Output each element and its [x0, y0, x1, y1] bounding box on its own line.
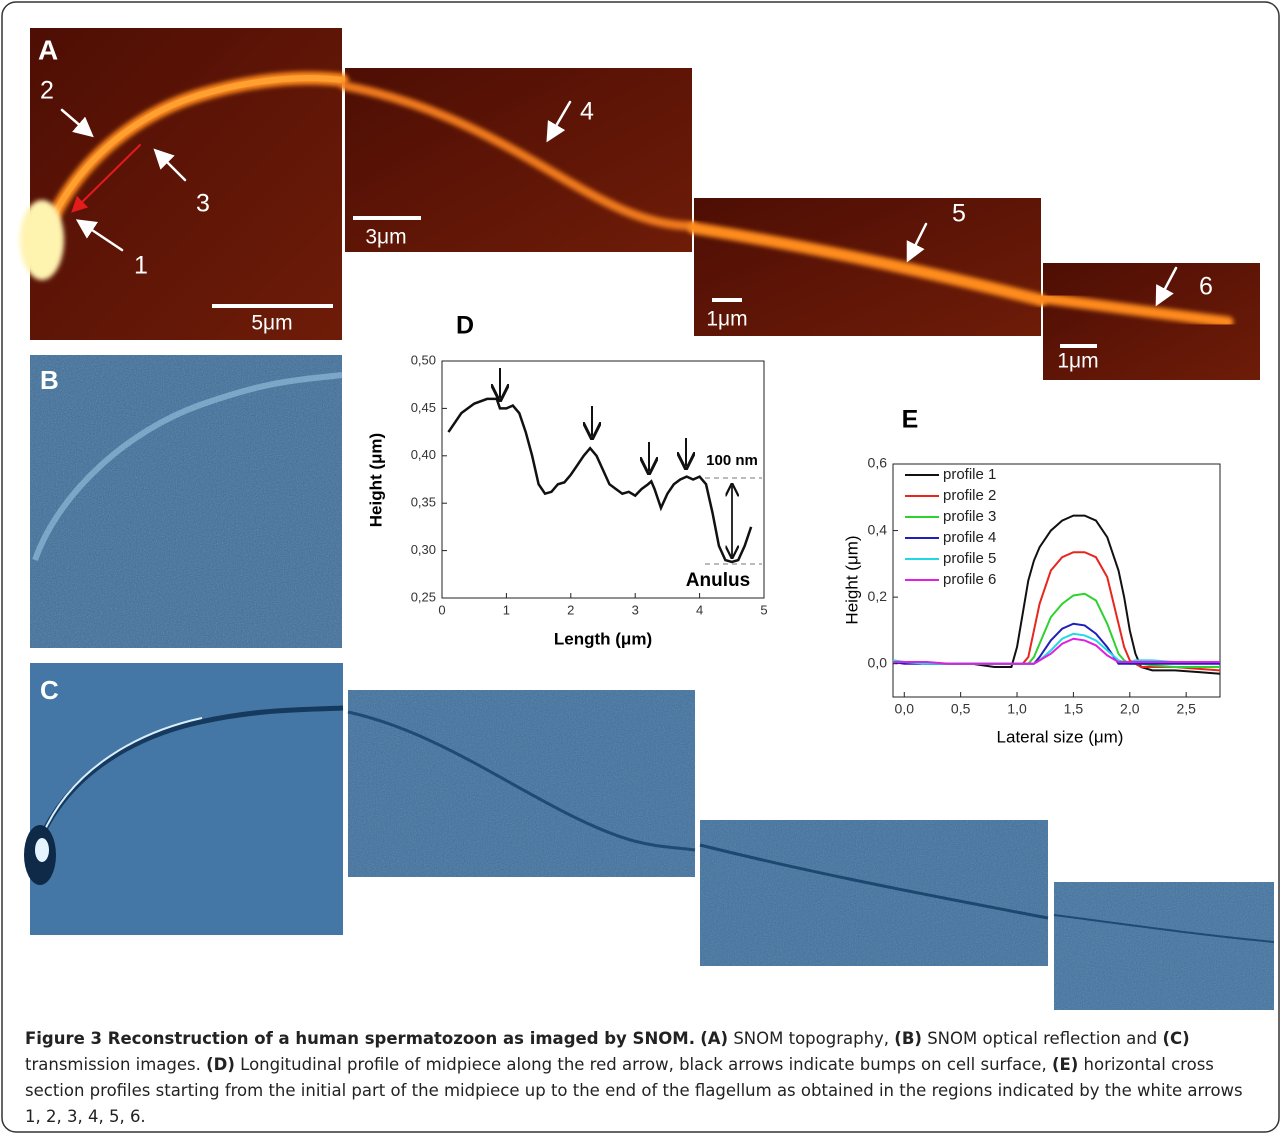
scale-label: 5μm: [251, 312, 292, 335]
y-tick-label: 0,35: [411, 495, 436, 510]
legend-label: profile 3: [943, 508, 996, 525]
x-tick-label: 3: [632, 602, 639, 617]
x-tick-label: 1,0: [1007, 701, 1027, 717]
scale-label: 1μm: [706, 308, 747, 331]
y-tick-label: 0,40: [411, 447, 436, 462]
data-line: [893, 637, 1220, 665]
marker-label: 4: [580, 98, 594, 126]
data-line: [892, 592, 1220, 669]
caption-text: horizontal cross section profiles starti…: [25, 1055, 1248, 1126]
y-axis-label: Height (μm): [366, 433, 385, 527]
profile-markers: [500, 368, 762, 565]
y-tick-label: 0,6: [868, 455, 888, 471]
annotation: 100 nm: [706, 452, 758, 469]
x-tick-label: 1: [503, 602, 510, 617]
x-tick-label: 2: [567, 602, 574, 617]
annotation: Anulus: [686, 570, 750, 591]
legend-label: profile 2: [943, 487, 996, 504]
image-labels: A 2 3 1 5μm 4 3μm 5 1μm 6 1μm: [38, 34, 1213, 372]
scale-label: 3μm: [365, 226, 406, 249]
x-tick-label: 0: [438, 602, 445, 617]
chart-title: E: [902, 406, 919, 434]
caption-text: SNOM topography,: [728, 1029, 895, 1048]
y-tick-label: 0,50: [411, 352, 436, 367]
legend-label: profile 1: [943, 466, 996, 483]
optical-images: [24, 355, 1275, 1010]
caption-text: (E): [1051, 1055, 1079, 1074]
marker-label: 2: [40, 77, 54, 105]
data-line: [447, 397, 753, 564]
topography-images: [20, 28, 1260, 380]
chart-title: D: [456, 312, 474, 340]
y-tick-label: 0,45: [411, 400, 436, 415]
x-axis-label: Length (μm): [554, 629, 652, 648]
marker-label: 6: [1199, 273, 1213, 301]
x-tick-label: 5: [760, 602, 767, 617]
x-tick-label: 2,5: [1176, 701, 1196, 717]
y-tick-label: 0,4: [868, 521, 888, 537]
legend-label: profile 5: [943, 550, 996, 567]
caption-text: Longitudinal profile of midpiece along t…: [234, 1055, 1052, 1074]
panel-label: C: [40, 675, 59, 705]
caption: Figure 3 Reconstruction of a human sperm…: [25, 1026, 1261, 1130]
x-tick-label: 0,0: [895, 701, 915, 717]
caption-text: (B): [894, 1029, 922, 1048]
caption-text: transmission images.: [25, 1029, 1195, 1074]
marker-label: 3: [196, 190, 210, 218]
panel-label: B: [40, 365, 59, 395]
marker-label: 1: [134, 252, 148, 280]
x-tick-label: 0,5: [951, 701, 971, 717]
scale-label: 1μm: [1057, 350, 1098, 373]
plot-frame: [892, 463, 1221, 698]
x-tick-label: 2,0: [1120, 701, 1140, 717]
y-tick-label: 0,2: [868, 588, 888, 604]
marker-label: 5: [952, 200, 966, 228]
x-axis-label: Lateral size (μm): [997, 727, 1124, 746]
caption-text: (C): [1162, 1029, 1190, 1048]
y-axis-label: Height (μm): [842, 535, 861, 624]
panel-label: A: [38, 34, 58, 65]
caption-text: SNOM optical reflection and: [921, 1029, 1163, 1048]
caption-text: Figure 3 Reconstruction of a human sperm…: [25, 1029, 695, 1048]
caption-text: (A): [700, 1029, 729, 1048]
x-tick-label: 1,5: [1064, 701, 1084, 717]
y-tick-label: 0,30: [411, 542, 436, 557]
x-tick-label: 4: [696, 602, 703, 617]
y-tick-label: 0,0: [868, 654, 888, 670]
legend-label: profile 6: [943, 571, 996, 588]
caption-text: (D): [206, 1055, 235, 1074]
plot-frame: [441, 360, 765, 599]
y-tick-label: 0,25: [411, 589, 436, 604]
legend-label: profile 4: [943, 529, 996, 546]
